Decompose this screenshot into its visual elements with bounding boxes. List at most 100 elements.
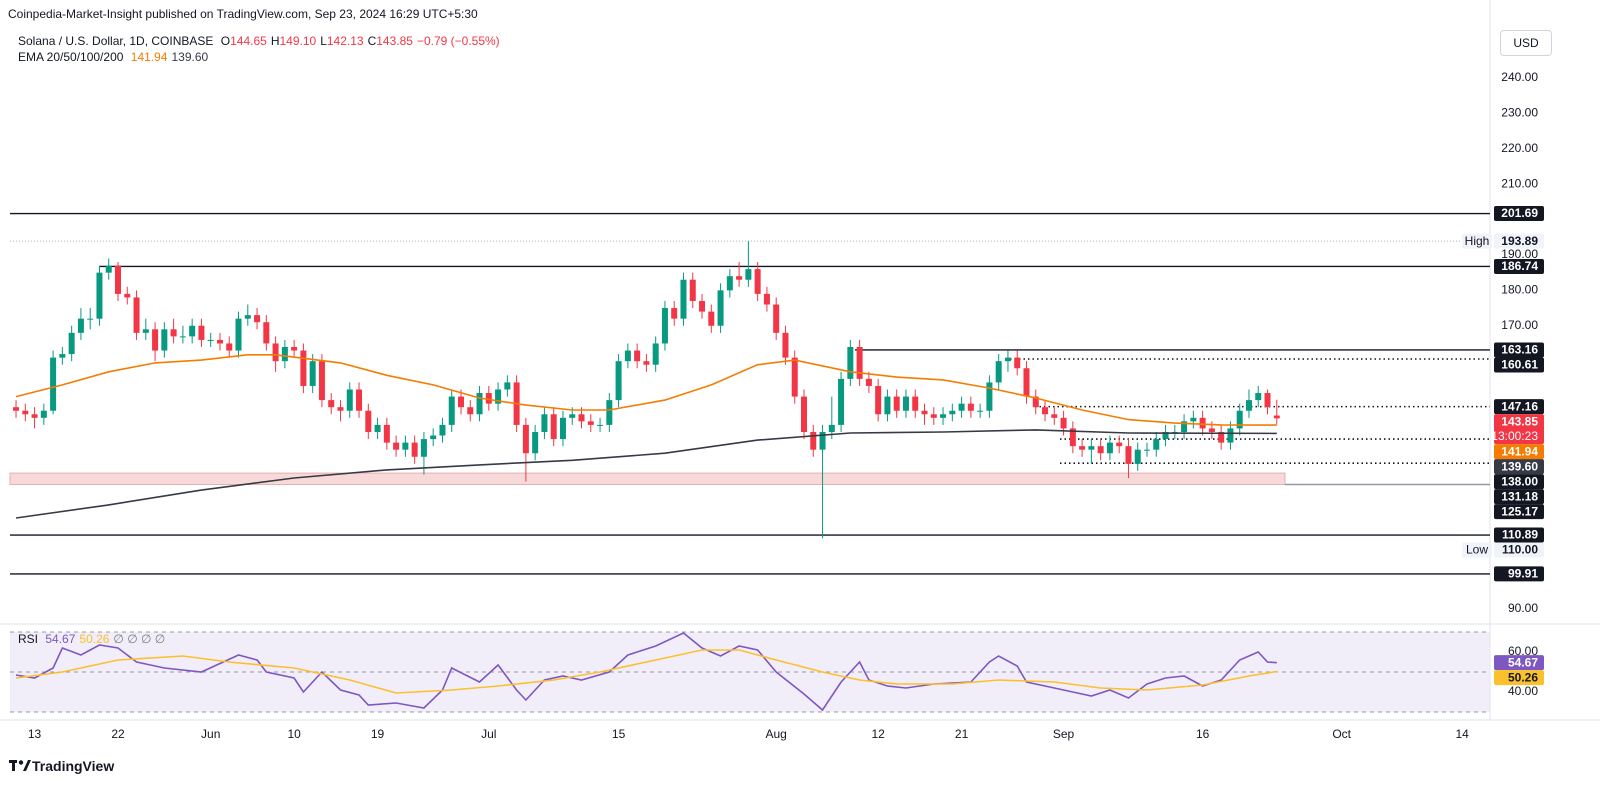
candle-body [272, 343, 279, 362]
y-tick-label: 230.00 [1501, 105, 1538, 119]
ohlc-value: 149.10 [279, 34, 317, 48]
candle-body [1236, 410, 1243, 429]
x-tick-label: Jun [201, 727, 220, 741]
candle-body [1153, 439, 1160, 450]
countdown-label: 13:00:23 [1491, 429, 1538, 443]
candle-body [133, 297, 140, 333]
candle-body [1060, 417, 1067, 429]
candle-body [207, 339, 214, 341]
candle-body [522, 424, 529, 454]
candle-body [1069, 428, 1076, 447]
price-label: 193.89 [1501, 234, 1538, 248]
candle-body [977, 410, 984, 412]
candle-body [393, 442, 400, 450]
candle-body [1097, 446, 1104, 454]
candle-body [1088, 446, 1095, 450]
ema-value: 141.94 [130, 50, 168, 64]
candle-body [615, 361, 622, 401]
candle-body [708, 311, 715, 326]
candle-body [198, 325, 205, 340]
candle-body [356, 389, 363, 411]
candle-body [856, 347, 863, 379]
y-tick-label: 240.00 [1501, 70, 1538, 84]
candle-body [235, 318, 242, 351]
x-tick-label: 12 [871, 727, 885, 741]
y-tick-label: 170.00 [1501, 318, 1538, 332]
candle-body [699, 300, 706, 312]
candle-body [226, 343, 233, 351]
candle-body [318, 361, 325, 401]
candle-body [1032, 396, 1039, 408]
candle-body [726, 276, 733, 291]
candle-body [541, 414, 548, 432]
rsi-line [15, 632, 1277, 712]
candle-body [875, 385, 882, 415]
x-tick-label: 16 [1196, 727, 1210, 741]
extreme-tag: Low [1466, 543, 1488, 557]
candle-body [1023, 368, 1030, 397]
candle-body [114, 265, 121, 294]
candle-body [504, 382, 511, 390]
price-label: 143.85 [1501, 414, 1538, 428]
candle-body [800, 396, 807, 432]
candle-body [995, 361, 1002, 383]
candle-body [930, 414, 937, 418]
ohlc-value: 142.13 [326, 34, 364, 48]
rsi-line [15, 649, 1277, 694]
candle-body [661, 308, 668, 344]
candle-body [124, 293, 131, 298]
extreme-tag-box [1462, 542, 1492, 558]
candle-body [838, 378, 845, 425]
rsi-label-box [1494, 655, 1544, 671]
candle-body [96, 272, 103, 319]
rsi-label: 54.67 [1508, 655, 1538, 669]
candle-body [1051, 414, 1058, 418]
rsi-extra: ∅ ∅ ∅ ∅ [113, 632, 166, 646]
candle-body [263, 322, 270, 344]
price-label-box [1494, 504, 1544, 520]
candle-body [87, 318, 94, 320]
candle-body [652, 343, 659, 365]
candle-body [745, 269, 752, 280]
symbol-title: Solana / U.S. Dollar, 1D, COINBASE [18, 34, 214, 48]
candle-body [291, 347, 298, 351]
y-tick-label: 210.00 [1501, 176, 1538, 190]
ema-line [15, 354, 1277, 426]
price-label-box [1494, 342, 1544, 358]
price-label: 125.17 [1501, 504, 1538, 518]
x-tick-label: 14 [1456, 727, 1470, 741]
candle-body [309, 361, 316, 386]
price-change: −0.79 (−0.55%) [416, 34, 500, 48]
candle-body [597, 424, 604, 426]
x-tick-label: 13 [28, 727, 42, 741]
candle-body [457, 396, 464, 408]
currency-button[interactable]: USD [1500, 30, 1552, 56]
price-label: 139.60 [1501, 459, 1538, 473]
x-tick-label: 22 [111, 727, 125, 741]
ohlc-key: C [367, 34, 377, 48]
candle-body [420, 439, 427, 457]
candle-body [559, 417, 566, 440]
candle-body [1134, 449, 1141, 464]
candle-body [949, 410, 956, 415]
candle-body [1190, 417, 1197, 422]
candle-body [884, 396, 891, 415]
candle-body [374, 424, 381, 432]
x-tick-label: Jul [481, 727, 496, 741]
candle-body [1245, 400, 1252, 411]
candle-body [383, 424, 390, 443]
candle-body [31, 414, 38, 418]
price-label-box [1494, 206, 1544, 222]
candle-body [50, 357, 57, 411]
candle-body [1143, 449, 1150, 451]
candle-body [958, 403, 965, 411]
candle-body [569, 414, 576, 418]
x-tick-label: 19 [371, 727, 385, 741]
candle-body [346, 389, 353, 411]
candle-body [430, 435, 437, 440]
support-zone [9, 472, 1286, 485]
price-label-box [1494, 399, 1544, 415]
candle-body [902, 396, 909, 411]
